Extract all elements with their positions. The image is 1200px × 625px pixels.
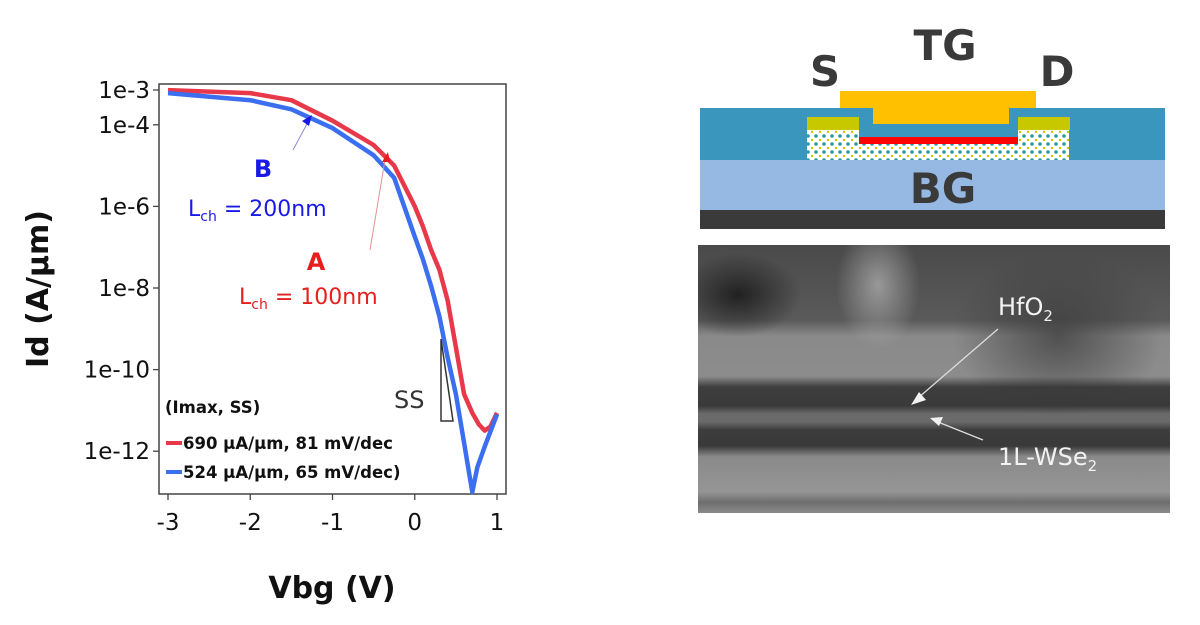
- drain-contact: [1018, 117, 1070, 130]
- y-tick-label: 1e-6: [98, 194, 150, 220]
- series-line-red: [167, 87, 500, 433]
- top-gate-label: TG: [913, 21, 976, 70]
- dielectric-recess: [859, 124, 1018, 137]
- back-gate-layer: [700, 160, 1165, 210]
- arrow-a-line: [369, 159, 386, 251]
- legend-entry-blue: 524 µA/µm, 65 mV/dec): [183, 463, 401, 482]
- y-tick-label: 1e-8: [98, 276, 150, 302]
- x-axis-label: Vbg (V): [268, 571, 395, 606]
- annotation-b-letter: B: [254, 155, 272, 183]
- y-axis-label: Id (A/µm): [21, 210, 56, 368]
- tem-arrows: [911, 328, 999, 441]
- y-tick-label: 1e-3: [98, 78, 150, 104]
- x-tick-label: -3: [157, 510, 180, 536]
- legend-entry-red: 690 µA/µm, 81 mV/dec: [183, 434, 393, 453]
- x-tick-label: 0: [407, 510, 422, 536]
- ss-label: SS: [394, 386, 424, 414]
- id-vbg-chart: -3 -2 -1 0 1 1e-3 1e-4 1e-6 1e-8 1e-10 1e-12 Vbg …: [21, 78, 507, 606]
- hfo2-label: HfO2: [998, 293, 1053, 325]
- y-axis-ticks: 1e-3 1e-4 1e-6 1e-8 1e-10 1e-12: [84, 78, 159, 465]
- source-label: S: [810, 47, 840, 96]
- series-line-blue: [167, 90, 500, 495]
- drain-label: D: [1040, 47, 1075, 96]
- x-tick-label: -1: [321, 510, 344, 536]
- x-axis-ticks: -3 -2 -1 0 1: [157, 494, 505, 536]
- channel-layer: [859, 137, 1018, 144]
- series-group: [167, 87, 500, 495]
- top-gate-stem: [873, 108, 1009, 124]
- annotation-b-lch: Lch = 200nm: [188, 197, 327, 225]
- top-gate-electrode: [840, 91, 1036, 108]
- y-tick-label: 1e-4: [98, 113, 150, 139]
- arrow-b-line: [292, 121, 309, 151]
- annotation-a-lch: Lch = 100nm: [239, 285, 378, 313]
- arrow-a-head: [382, 152, 390, 162]
- x-tick-label: 1: [490, 510, 505, 536]
- annotation-a-letter: A: [307, 248, 326, 276]
- ss-slope-triangle: [440, 338, 454, 422]
- device-schematic: S TG D BG: [700, 21, 1165, 229]
- y-tick-label: 1e-12: [84, 439, 150, 465]
- legend-title: (Imax, SS): [165, 398, 260, 417]
- y-tick-label: 1e-10: [84, 358, 150, 384]
- wse2-label: 1L-WSe2: [998, 443, 1098, 475]
- source-contact: [807, 117, 859, 130]
- arrow-b-head: [302, 115, 312, 126]
- tem-cross-section-image: HfO2 1L-WSe2: [698, 245, 1170, 513]
- back-gate-label: BG: [910, 164, 977, 213]
- substrate-layer: [700, 210, 1165, 229]
- x-tick-label: -2: [239, 510, 262, 536]
